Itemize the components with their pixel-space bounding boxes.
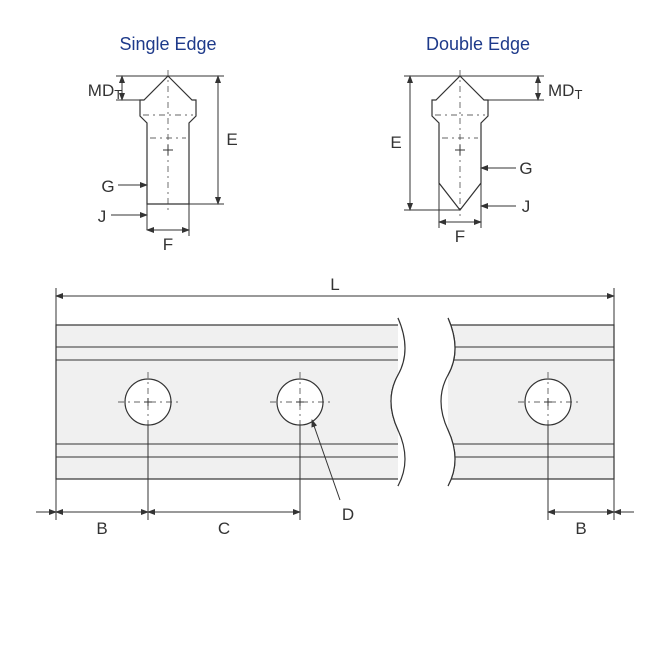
single-edge-title: Single Edge [119, 34, 216, 54]
single-e-label: E [226, 130, 237, 149]
rail-group: L [36, 275, 634, 538]
l-label: L [330, 275, 339, 294]
single-j-label: J [98, 207, 107, 226]
double-edge-title: Double Edge [426, 34, 530, 54]
b2-label: B [575, 519, 586, 538]
single-edge-group: Single Edge MDT E G J F [88, 34, 238, 254]
double-g-label: G [519, 159, 532, 178]
d-label: D [342, 505, 354, 524]
double-j-label: J [522, 197, 531, 216]
single-f-label: F [163, 235, 173, 254]
double-e-label: E [390, 133, 401, 152]
b1-label: B [96, 519, 107, 538]
single-g-label: G [101, 177, 114, 196]
double-edge-group: Double Edge MDT E G J F [390, 34, 582, 246]
technical-diagram: Single Edge MDT E G J F Doubl [0, 0, 670, 670]
double-f-label: F [455, 227, 465, 246]
c-label: C [218, 519, 230, 538]
single-mdt-label: MDT [88, 81, 122, 102]
double-mdt-label: MDT [548, 81, 582, 102]
